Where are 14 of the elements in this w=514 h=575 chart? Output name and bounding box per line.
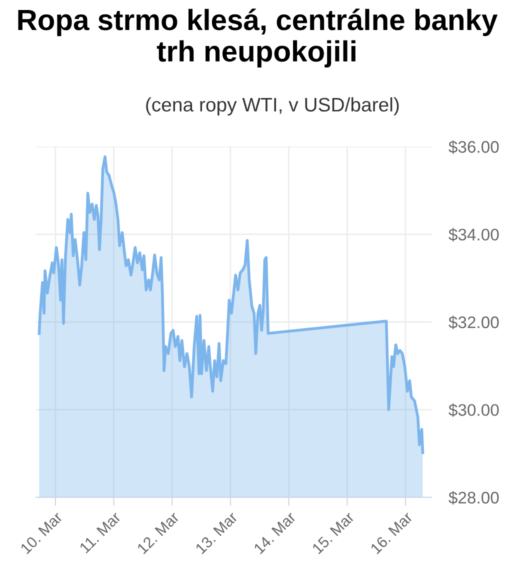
- y-tick-label: $34.00: [448, 228, 499, 242]
- chart-subtitle: (cena ropy WTI, v USD/barel): [146, 97, 399, 116]
- x-tick-label: 15. Mar: [312, 511, 355, 554]
- y-tick-label: $36.00: [448, 140, 499, 154]
- x-tick-label: 12. Mar: [136, 511, 180, 554]
- chart-title: Ropa strmo klesá, centrálne banky trh neupokojili: [18, 8, 498, 68]
- y-tick-label: $28.00: [448, 491, 499, 505]
- x-tick-label: 14. Mar: [253, 511, 297, 554]
- x-tick-label: 16. Mar: [370, 511, 414, 554]
- x-tick-label: 10. Mar: [20, 511, 64, 554]
- y-tick-label: $30.00: [448, 403, 499, 417]
- x-tick-label: 11. Mar: [79, 511, 122, 554]
- y-tick-label: $32.00: [448, 316, 499, 330]
- x-tick-label: 13. Mar: [194, 511, 238, 554]
